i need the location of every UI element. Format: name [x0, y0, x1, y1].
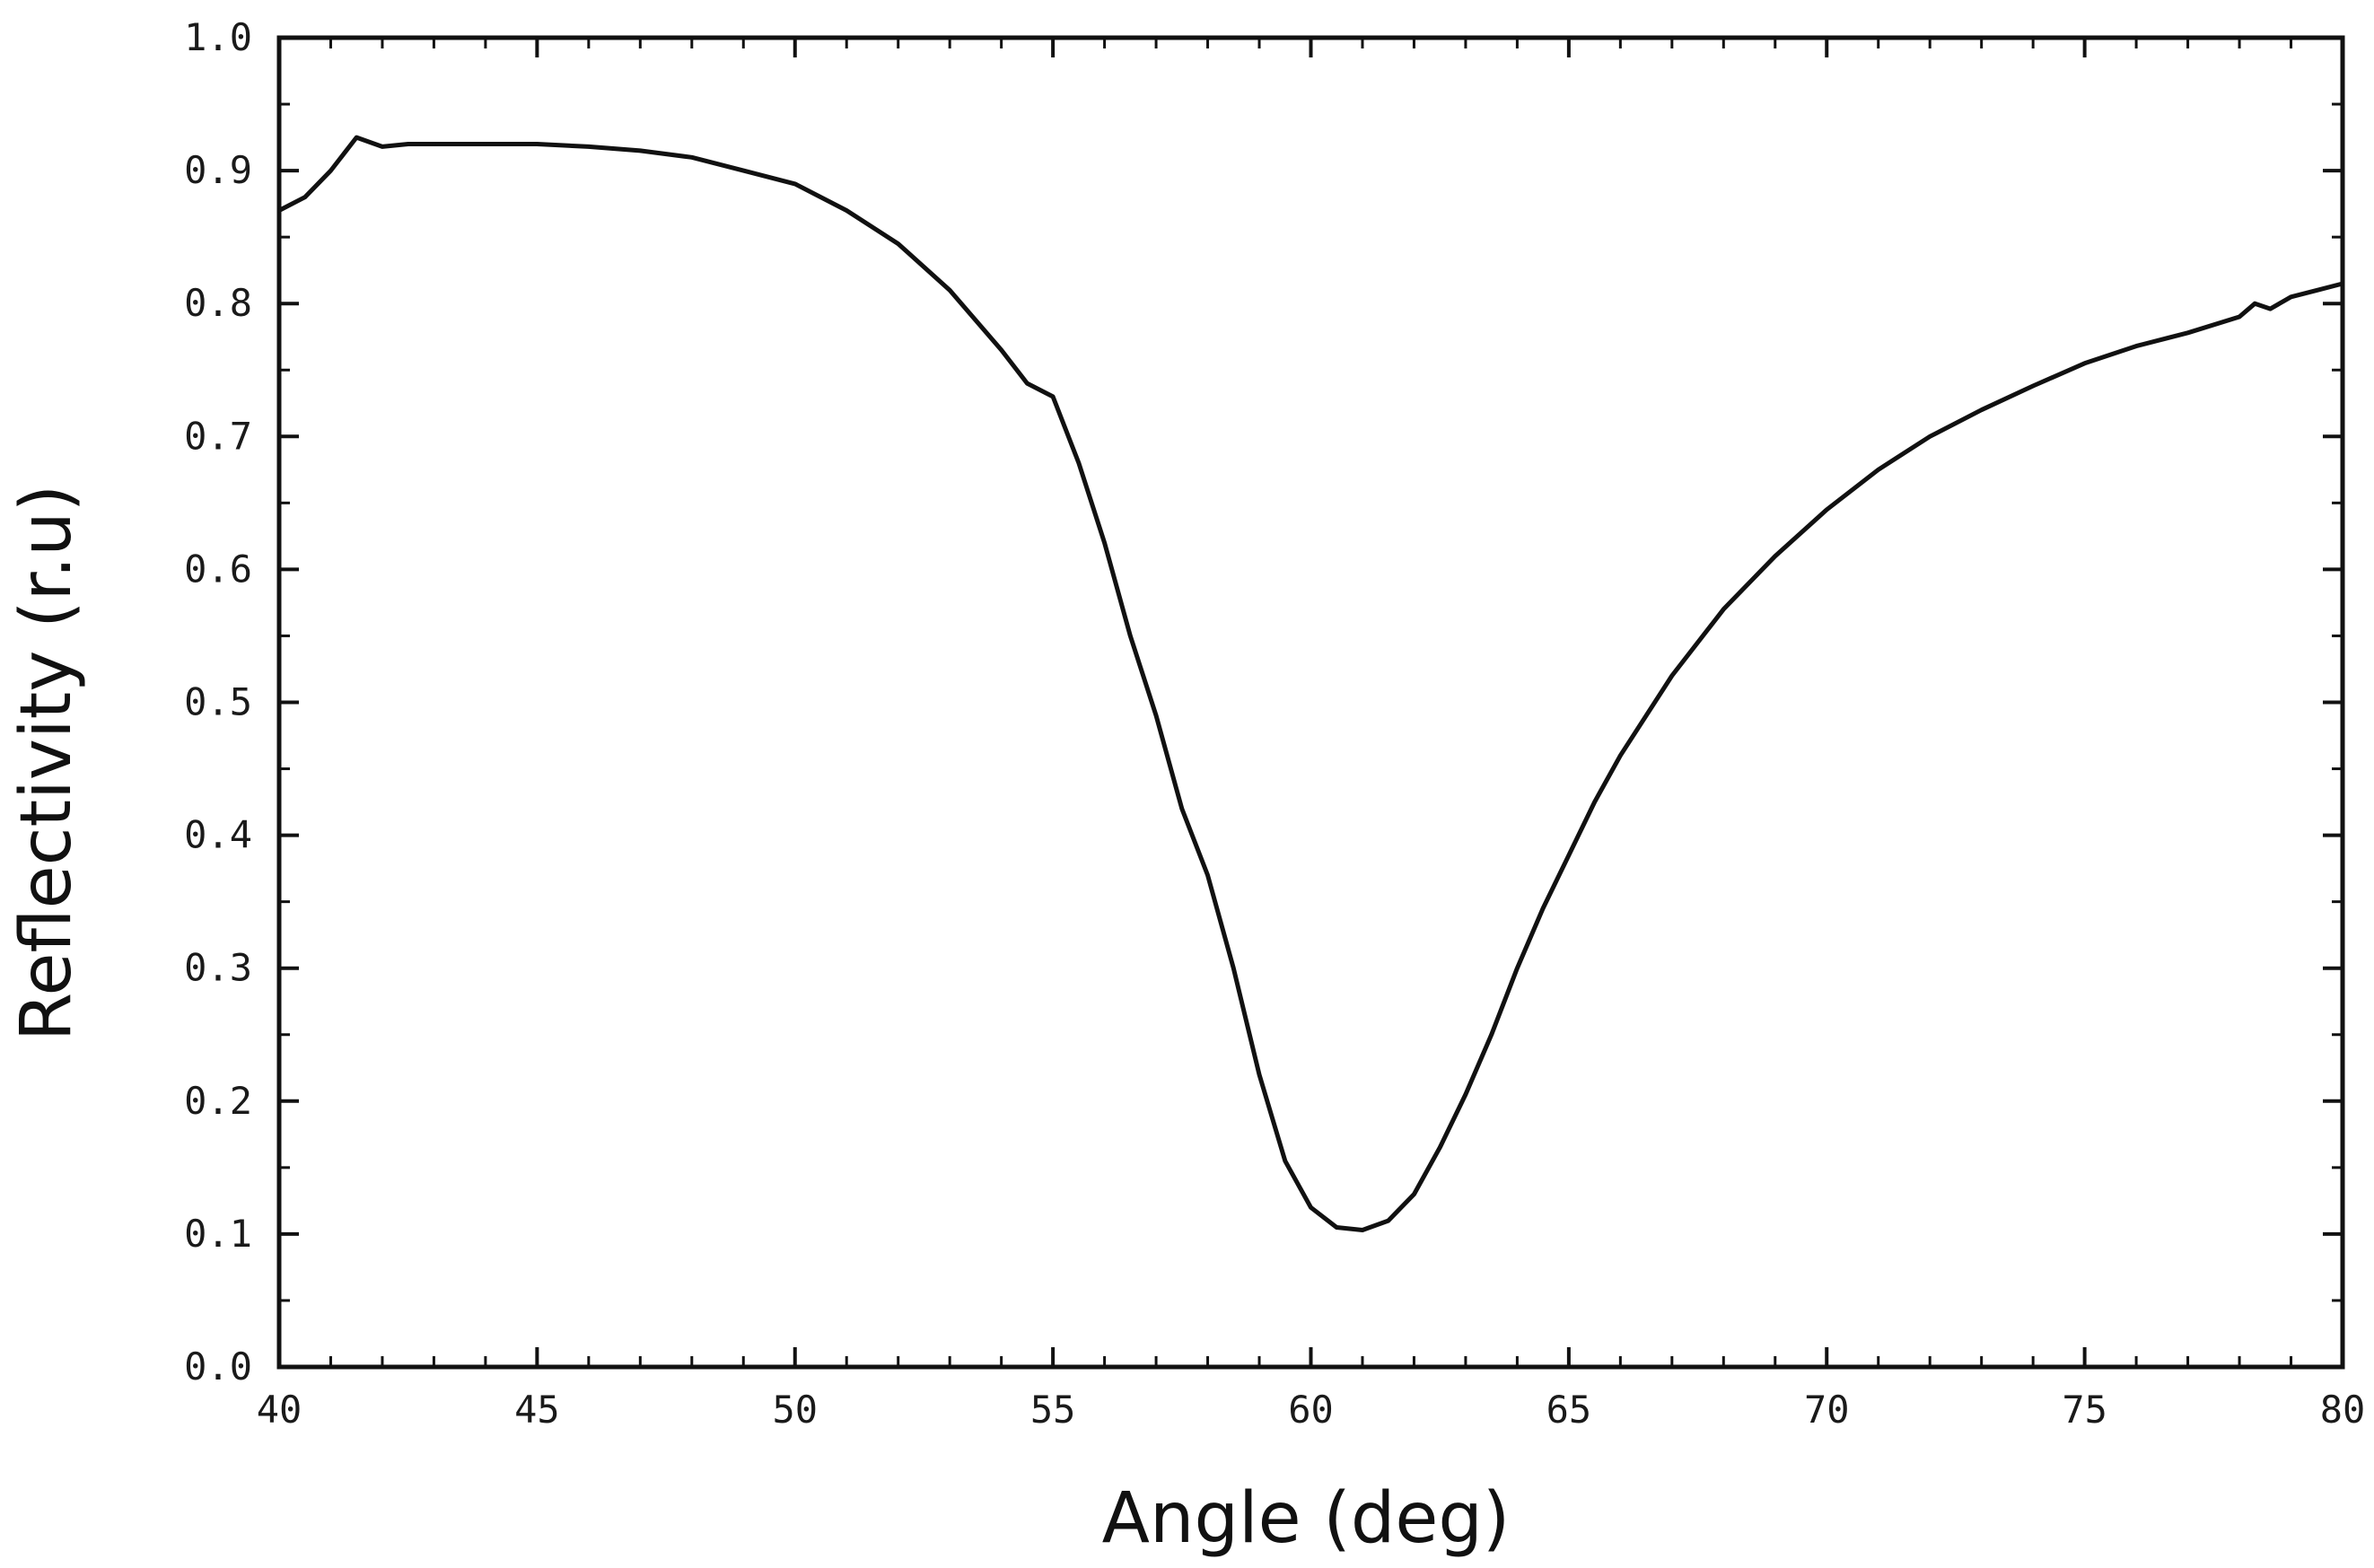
data-point [1618, 753, 1623, 758]
data-point [1438, 1145, 1442, 1150]
series-layer [276, 135, 2345, 1232]
data-point [1051, 394, 1056, 399]
data-point [1515, 966, 1520, 970]
y-axis-title: Reflectivity (r.u) [6, 485, 87, 1041]
data-point [2082, 361, 2087, 365]
data-point [1721, 607, 1726, 611]
data-point [999, 348, 1003, 352]
plot-frame [276, 35, 2345, 1370]
x-tick-label: 55 [1030, 1388, 1076, 1432]
data-point [1566, 853, 1571, 857]
x-tick-label: 50 [772, 1388, 818, 1432]
data-point [1669, 673, 1674, 678]
data-point [2341, 282, 2344, 285]
x-tick-label: 65 [1546, 1388, 1592, 1432]
data-point [406, 142, 410, 146]
y-tick-label: 0.8 [184, 281, 252, 325]
y-tick-label: 0.3 [184, 946, 252, 990]
data-point [1412, 1192, 1416, 1196]
data-point [1128, 634, 1133, 638]
y-tick-label: 1.0 [184, 15, 252, 59]
data-point [793, 181, 797, 186]
data-point [2186, 330, 2190, 335]
x-axis-ticks: 40 45 50 55 60 65 70 75 80 [257, 38, 2366, 1432]
data-point [1231, 966, 1236, 970]
data-point [1076, 460, 1081, 465]
x-tick-label: 80 [2320, 1388, 2366, 1432]
data-point [1335, 1225, 1339, 1230]
x-tick-label: 70 [1804, 1388, 1850, 1432]
data-point [2268, 307, 2273, 311]
data-point [432, 142, 436, 146]
data-point [689, 155, 694, 160]
data-point [638, 148, 643, 153]
data-point [1979, 407, 1984, 412]
data-point [2031, 384, 2036, 388]
data-point [1463, 1092, 1467, 1097]
data-point [1773, 554, 1777, 558]
y-tick-label: 0.1 [184, 1212, 252, 1256]
data-point [1309, 1205, 1313, 1210]
data-point [1257, 1073, 1261, 1077]
data-point [1102, 540, 1107, 545]
data-point [1154, 714, 1159, 718]
y-tick-label: 0.0 [184, 1345, 252, 1388]
data-point [2315, 288, 2319, 293]
data-point [302, 195, 307, 199]
data-point [1489, 1032, 1494, 1037]
data-point [2253, 302, 2257, 306]
data-point [896, 241, 900, 246]
y-tick-label: 0.2 [184, 1079, 252, 1123]
y-tick-label: 0.9 [184, 148, 252, 192]
data-point [1025, 381, 1029, 386]
data-point [277, 208, 281, 213]
data-point [2238, 315, 2241, 319]
data-point [741, 169, 746, 173]
plot-border [276, 35, 2345, 1370]
x-tick-label: 60 [1288, 1388, 1334, 1432]
y-tick-label: 0.5 [184, 680, 252, 724]
data-point [1386, 1219, 1390, 1223]
data-point [535, 142, 539, 146]
data-point [1361, 1228, 1364, 1232]
data-point [1592, 800, 1597, 804]
data-point [1179, 807, 1184, 810]
data-point [948, 288, 952, 293]
data-point [2289, 294, 2293, 299]
x-axis-title: Angle (deg) [1102, 1478, 1511, 1559]
y-axis-ticks: 0.0 0.1 0.2 0.3 0.4 0.5 0.6 0.7 0.8 0.9 1.0 [184, 15, 2343, 1388]
data-point [2134, 344, 2139, 348]
y-tick-label: 0.4 [184, 813, 252, 857]
series-line-reflectivity [276, 135, 2345, 1232]
data-point [1825, 507, 1829, 512]
data-point [845, 208, 849, 213]
x-tick-label: 45 [514, 1388, 560, 1432]
data-point [1205, 873, 1210, 877]
y-tick-label: 0.7 [184, 414, 252, 458]
data-point [329, 169, 333, 173]
data-point [483, 142, 487, 146]
data-point [1928, 434, 1932, 439]
data-point [586, 145, 591, 149]
data-point [1876, 468, 1880, 472]
x-tick-label: 75 [2062, 1388, 2107, 1432]
x-tick-label: 40 [257, 1388, 302, 1432]
data-point [355, 136, 359, 140]
data-point [1541, 907, 1546, 911]
y-tick-label: 0.6 [184, 547, 252, 591]
data-point [380, 145, 384, 149]
data-point [1283, 1159, 1287, 1163]
